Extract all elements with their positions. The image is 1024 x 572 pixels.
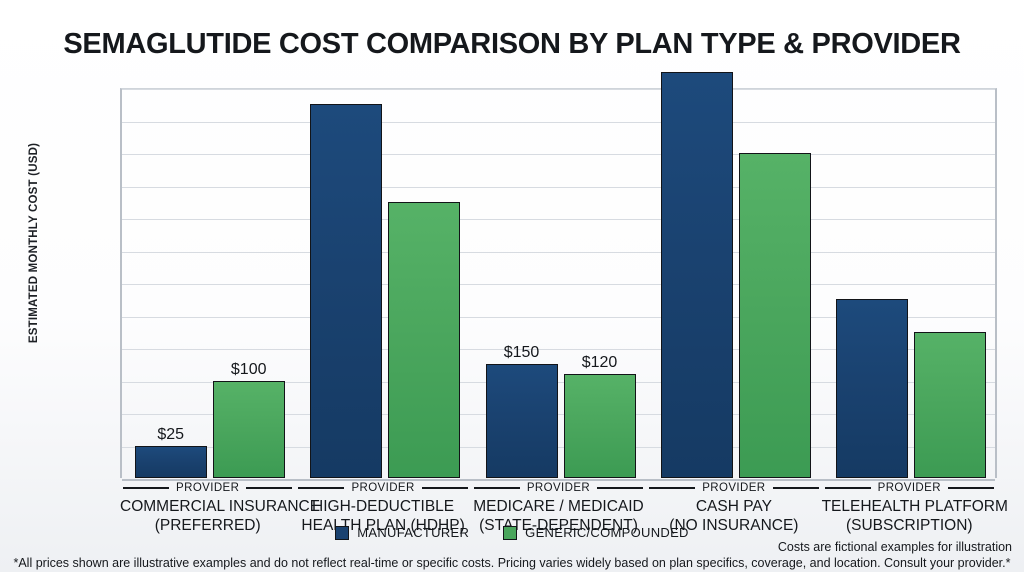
bar[interactable] [660, 71, 733, 478]
plot-area: $1000$900$800$700$600$500$400$300$200$10… [120, 71, 997, 481]
y-axis-title: ESTIMATED MONTHLY COST (USD) [28, 142, 40, 344]
gridline [122, 414, 995, 415]
bar[interactable]: $25 [134, 426, 207, 478]
rule-left [298, 487, 345, 489]
provider-label: PROVIDER [176, 482, 240, 494]
bar[interactable] [738, 153, 811, 478]
x-axis-category: PROVIDER MEDICARE / MEDICAID (STATE-DEPEND… [471, 482, 646, 535]
category-label-line-1: HIGH-DEDUCTIBLE [312, 498, 455, 515]
x-axis-category: PROVIDER COMMERCIAL INSURANCE (PREFERRED) [120, 482, 321, 535]
provider-eyebrow: PROVIDER [120, 482, 295, 494]
category-label-line-2: (SUBSCRIPTION) [845, 516, 973, 534]
provider-eyebrow: PROVIDER [822, 482, 997, 494]
plot-inner: $1000$900$800$700$600$500$400$300$200$10… [122, 71, 995, 481]
bar[interactable] [388, 201, 461, 478]
bar[interactable] [310, 104, 383, 478]
chart-legend: MANUFACTURER GENERIC/COMPOUNDED [0, 525, 1024, 540]
rule-right [597, 487, 644, 489]
bar-value-label: $120 [581, 354, 618, 371]
rule-right [421, 487, 468, 489]
bar[interactable]: $150 [485, 344, 558, 478]
rule-right [947, 487, 994, 489]
category-label-line-2: (NO INSURANCE) [669, 516, 799, 534]
gridline [122, 284, 995, 285]
gridline [122, 219, 995, 220]
rule-left [473, 487, 520, 489]
rule-left [123, 487, 170, 489]
rule-right [772, 487, 819, 489]
gridline [122, 89, 995, 90]
bar-value-label: $100 [230, 360, 267, 378]
provider-label: PROVIDER [526, 482, 591, 494]
footer-disclaimer: *All prices shown are illustrative examp… [13, 556, 1011, 570]
provider-label: PROVIDER [877, 482, 941, 494]
bar-value-label: $150 [503, 344, 540, 362]
bar[interactable]: $120 [563, 354, 636, 478]
bar[interactable] [914, 331, 987, 478]
bar[interactable] [836, 299, 909, 478]
category-label-line-2: (STATE-DEPENDENT) [479, 516, 638, 534]
legend-swatch [335, 525, 350, 540]
legend-item[interactable]: GENERIC/COMPOUNDED [503, 525, 689, 540]
provider-eyebrow: PROVIDER [646, 482, 821, 494]
bar-value-label: $25 [157, 425, 185, 443]
gridline [122, 251, 995, 253]
bar[interactable]: $100 [212, 361, 285, 478]
provider-eyebrow: PROVIDER [471, 482, 646, 494]
gridline [122, 446, 995, 448]
x-axis-category: PROVIDER CASH PAY (NO INSURANCE) [646, 482, 821, 535]
gridline [122, 349, 995, 350]
gridline [122, 479, 995, 481]
x-axis-category: PROVIDER TELEHEALTH PLATFORM (SUBSCRIPTION… [821, 482, 1008, 535]
chart-title: SEMAGLUTIDE COST COMPARISON BY PLAN TYPE… [63, 28, 961, 60]
legend-item[interactable]: MANUFACTURER [335, 525, 469, 540]
footer-note: Costs are fictional examples for illustr… [777, 540, 1012, 554]
gridline [122, 121, 995, 123]
gridline [122, 186, 995, 188]
category-label-line-1: TELEHEALTH PLATFORM [821, 498, 1008, 515]
rule-left [824, 487, 871, 489]
gridline [122, 316, 995, 318]
legend-label: MANUFACTURER [357, 525, 470, 540]
legend-label: GENERIC/COMPOUNDED [525, 525, 689, 540]
category-label-line-2: (PREFERRED) [154, 516, 261, 534]
rule-right [246, 487, 293, 489]
category-label-line-1: COMMERCIAL INSURANCE [120, 498, 321, 515]
gridline [122, 381, 995, 383]
category-label-line-1: MEDICARE / MEDICAID [473, 498, 644, 515]
gridline [122, 154, 995, 155]
legend-swatch [503, 525, 518, 540]
rule-left [649, 487, 696, 489]
category-label-line-1: CASH PAY [695, 498, 772, 515]
provider-label: PROVIDER [351, 482, 415, 494]
provider-eyebrow: PROVIDER [295, 482, 470, 494]
provider-label: PROVIDER [702, 482, 766, 494]
